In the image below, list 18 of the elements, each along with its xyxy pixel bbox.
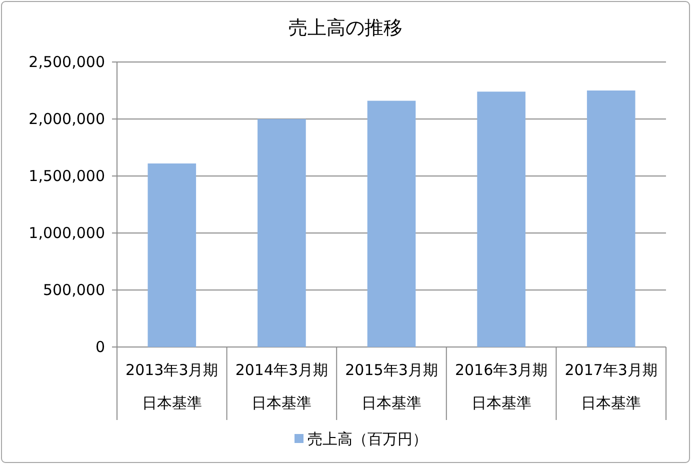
x-tick-label: 2013年3月期日本基準	[124, 360, 220, 414]
y-tick-label: 500,000	[42, 281, 105, 299]
y-tick-label: 0	[95, 338, 105, 356]
x-tick-label: 2014年3月期日本基準	[234, 360, 330, 414]
x-tick-label: 2015年3月期日本基準	[344, 360, 439, 414]
bar	[477, 92, 526, 347]
y-tick-label: 1,500,000	[28, 167, 105, 185]
x-tick-label: 2017年3月期日本基準	[564, 360, 658, 414]
y-tick-label: 2,000,000	[28, 110, 105, 128]
bar	[367, 100, 416, 347]
bar	[586, 90, 636, 347]
chart-title: 売上高の推移	[288, 17, 402, 39]
bar	[148, 163, 196, 347]
y-tick-label: 2,500,000	[28, 53, 105, 71]
bar	[258, 119, 306, 347]
x-tick-label: 2016年3月期日本基準	[454, 360, 549, 414]
y-tick-label: 1,000,000	[28, 224, 105, 242]
legend-label: 売上高（百万円）	[308, 430, 428, 448]
